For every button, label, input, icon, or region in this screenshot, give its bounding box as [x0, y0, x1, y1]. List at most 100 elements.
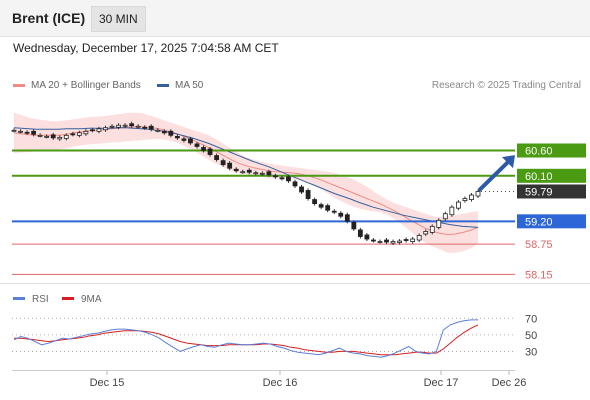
candle-body [24, 131, 30, 134]
candle-body [168, 130, 174, 136]
candle-body [240, 171, 246, 174]
candle-body [201, 147, 206, 151]
chart-header: Brent (ICE) 30 MIN [0, 0, 590, 37]
candle-body [83, 130, 89, 135]
candle-body [279, 177, 285, 180]
candle-body [116, 124, 121, 128]
candle-body [371, 239, 376, 242]
legend-rsi-label: RSI [32, 294, 49, 305]
candle-body [70, 133, 76, 136]
candle-body [76, 132, 82, 136]
candle-body [155, 129, 161, 132]
candle-body [103, 127, 108, 131]
candle-body [299, 186, 304, 193]
candle-body [18, 130, 23, 133]
candle-body [377, 241, 383, 243]
level-label-58.75: 58.75 [525, 239, 553, 251]
candle-body [233, 168, 239, 172]
candle-body [318, 204, 324, 208]
level-label-58.15: 58.15 [525, 269, 553, 281]
bollinger-band [14, 112, 478, 253]
rsi-tick-30: 30 [525, 346, 537, 358]
legend-9ma-label: 9MA [81, 294, 102, 305]
candle-body [142, 126, 148, 129]
legend-9ma-swatch [62, 297, 74, 300]
candle-body [259, 172, 265, 175]
legend-ma50: MA 50 [157, 80, 203, 91]
candle-body [96, 128, 102, 132]
candle-body [273, 175, 278, 178]
candle-body [63, 134, 69, 139]
x-label-1: Dec 16 [263, 377, 298, 389]
candle-body [194, 143, 200, 147]
candle-body [37, 134, 43, 137]
candle-body [11, 129, 17, 132]
candle-body [390, 241, 396, 244]
candle-body [266, 171, 272, 176]
candle-body [207, 148, 213, 155]
level-label-60.10: 60.10 [525, 171, 553, 183]
candle-body [442, 213, 448, 220]
rsi-line [13, 319, 478, 358]
candle-body [475, 191, 481, 197]
candle-body [292, 181, 298, 187]
candle-body [305, 190, 311, 199]
candle-body [50, 134, 56, 139]
timeframe-button[interactable]: 30 MIN [91, 6, 146, 32]
rsi-ma-line [14, 324, 479, 356]
level-tag-60.60 [517, 143, 586, 158]
candle-body [416, 235, 422, 241]
candle-body [181, 138, 187, 141]
candle-body [57, 136, 63, 140]
candle-body [109, 125, 115, 128]
candle-body [188, 138, 193, 144]
candle-body [246, 169, 252, 173]
candle-body [423, 231, 429, 235]
candle-body [135, 125, 141, 128]
candle-body [351, 221, 357, 230]
candle-body [161, 130, 167, 134]
candle-body [227, 162, 233, 169]
candle-body [122, 124, 128, 127]
candle-body [462, 198, 468, 201]
legend-ma50-label: MA 50 [175, 80, 204, 91]
candle-body [357, 229, 363, 237]
x-label-2: Dec 17 [424, 377, 459, 389]
candle-body [384, 239, 389, 243]
candle-body [338, 212, 344, 217]
instrument-title: Brent (ICE) [12, 10, 86, 26]
candle-body [220, 160, 226, 166]
candle-body [331, 210, 337, 213]
legend-ma20-label: MA 20 + Bollinger Bands [31, 80, 141, 91]
candle-body [364, 234, 370, 240]
level-tag-59.20 [517, 214, 586, 229]
candle-body [44, 135, 50, 138]
candle-body [90, 129, 95, 132]
last-price-label: 59.79 [525, 186, 553, 198]
credit-text: Research © 2025 Trading Central [431, 80, 581, 91]
candle-body [410, 238, 416, 242]
candle-body [469, 194, 474, 200]
candle-body [429, 225, 435, 233]
last-price-tag [517, 184, 586, 199]
x-label-3: Dec 26 [492, 377, 527, 389]
candle-body [397, 240, 402, 243]
candle-body [449, 206, 455, 216]
x-label-0: Dec 15 [90, 377, 125, 389]
candle-body [403, 239, 409, 241]
projection-arrow [478, 160, 510, 192]
candle-body [455, 201, 461, 209]
level-tag-60.10 [517, 168, 586, 183]
candle-body [286, 176, 291, 182]
legend-rsi-swatch [13, 297, 25, 300]
legend-ma20: MA 20 + Bollinger Bands [13, 80, 141, 91]
rsi-tick-50: 50 [525, 330, 537, 342]
legend-ma20-swatch [13, 83, 25, 87]
candle-body [253, 172, 259, 175]
candle-body [129, 123, 135, 127]
candle-body [148, 125, 154, 130]
projection-arrow-head [502, 155, 515, 169]
candle-body [174, 135, 180, 139]
candle-body [436, 219, 442, 228]
